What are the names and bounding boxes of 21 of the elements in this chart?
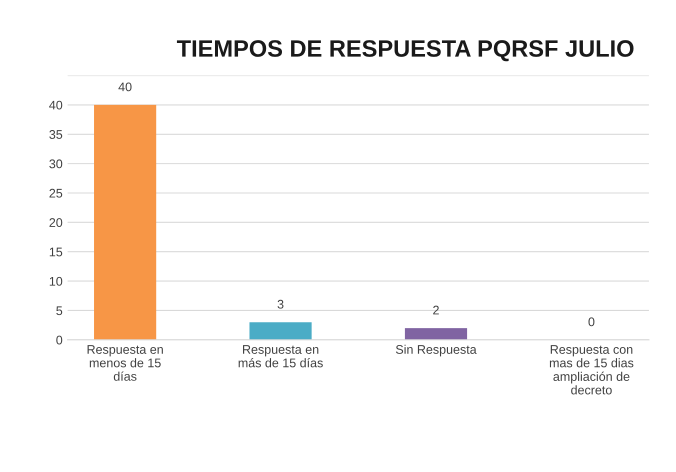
y-tick-label: 35	[49, 130, 62, 139]
y-tick-label: 25	[49, 188, 62, 198]
x-tick-label: Respuesta en menos de 15 días	[88, 345, 163, 381]
x-tick-label: Respuesta en más de 15 días	[238, 345, 323, 368]
data-label: 2	[433, 306, 439, 314]
chart-title: TIEMPOS DE RESPUESTA PQRSF JULIO	[176, 40, 634, 62]
y-tick-label: 30	[49, 159, 62, 168]
y-tick-label: 20	[49, 218, 62, 228]
y-tick-label: 5	[56, 306, 62, 316]
y-tick-label: 15	[50, 248, 62, 256]
data-label: 40	[118, 82, 132, 92]
y-tick-label: 10	[50, 276, 62, 286]
bar	[404, 328, 468, 340]
y-tick-label: 40	[49, 100, 62, 110]
x-tick-label: Respuesta con mas de 15 dias ampliación de decreto	[550, 345, 634, 394]
bar	[249, 322, 312, 340]
data-label: 0	[588, 317, 594, 326]
x-tick-label: Sin Respuesta	[396, 344, 477, 356]
y-tick-label: 0	[56, 336, 62, 344]
bar	[94, 104, 156, 340]
data-label: 3	[278, 300, 284, 309]
